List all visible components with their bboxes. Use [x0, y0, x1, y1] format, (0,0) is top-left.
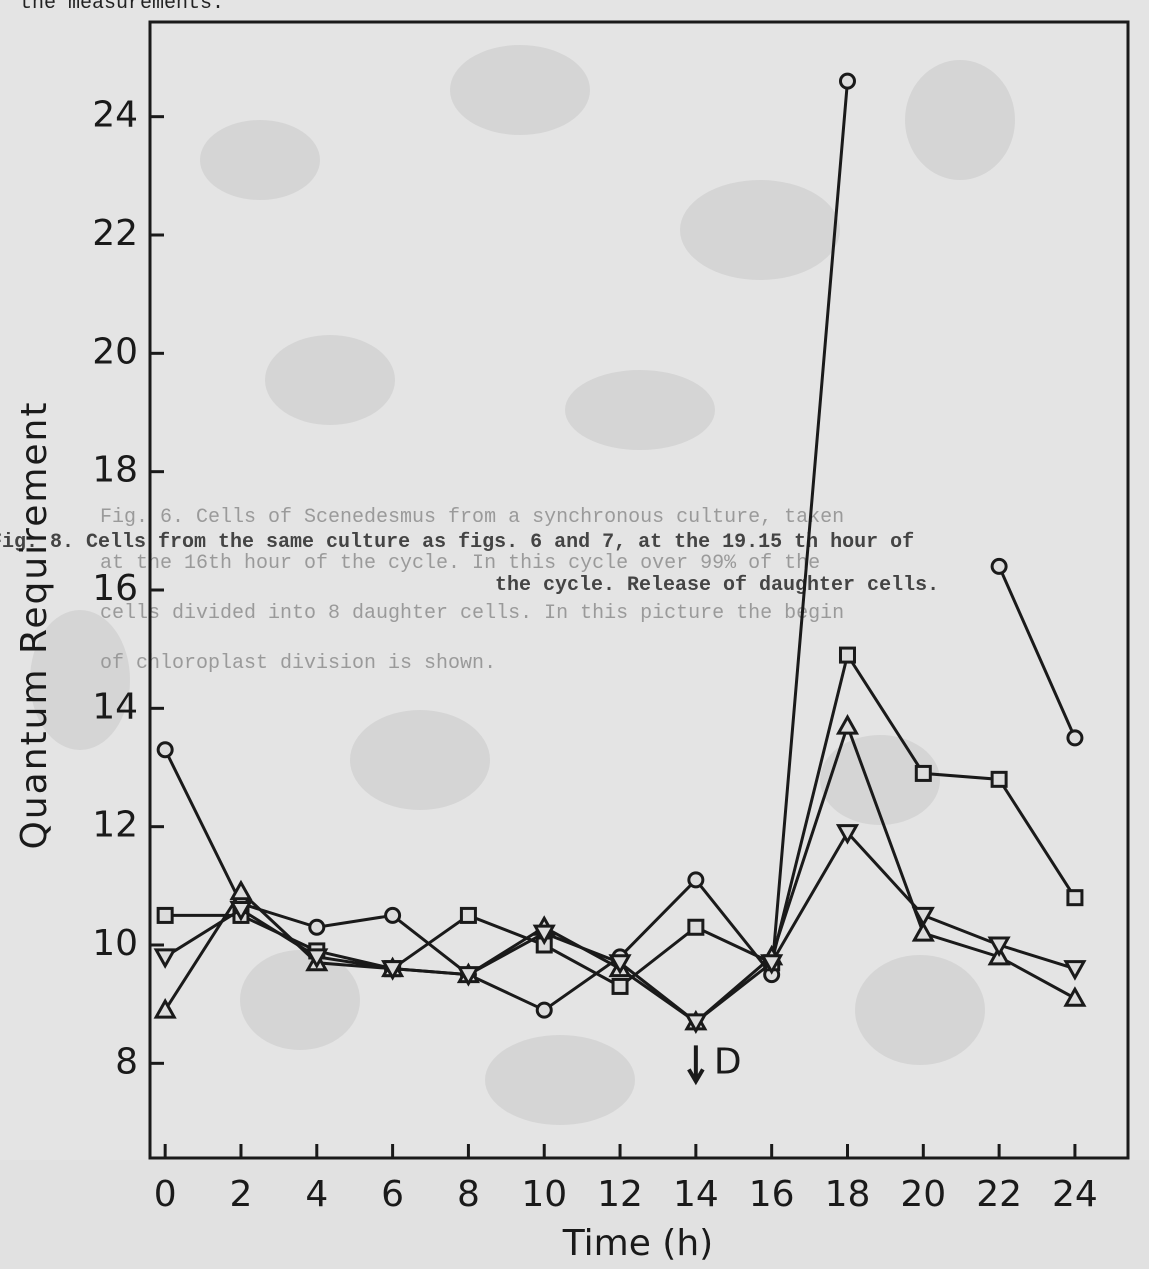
- marker: [386, 908, 400, 922]
- annotation-arrow: [689, 1045, 703, 1081]
- y-tick-label: 12: [92, 805, 138, 846]
- x-tick-label: 18: [825, 1174, 871, 1215]
- marker: [840, 648, 854, 662]
- marker: [1068, 891, 1082, 905]
- marker: [156, 950, 174, 966]
- y-tick-label: 22: [92, 213, 138, 254]
- x-tick-label: 4: [305, 1174, 328, 1215]
- background-text: at the 16th hour of the cycle. In this c…: [100, 552, 820, 575]
- marker: [992, 772, 1006, 786]
- y-tick-label: 24: [92, 95, 138, 136]
- background-text: Fig. 8. Cells from the same culture as f…: [0, 531, 914, 554]
- x-tick-label: 6: [381, 1174, 404, 1215]
- marker: [838, 717, 856, 733]
- marker: [1068, 731, 1082, 745]
- x-axis-label: Time (h): [562, 1223, 713, 1264]
- background-text: the cycle. Release of daughter cells.: [495, 574, 939, 597]
- marker: [613, 979, 627, 993]
- y-tick-label: 16: [92, 568, 138, 609]
- marker: [840, 74, 854, 88]
- marker: [689, 873, 703, 887]
- background-text: Fig. 6. Cells of Scenedesmus from a sync…: [100, 506, 844, 529]
- marker: [156, 1001, 174, 1017]
- background-text: of chloroplast division is shown.: [100, 652, 496, 675]
- x-tick-label: 10: [521, 1174, 567, 1215]
- marker: [310, 920, 324, 934]
- marker: [461, 908, 475, 922]
- x-tick-label: 22: [976, 1174, 1022, 1215]
- x-tick-label: 20: [900, 1174, 946, 1215]
- annotation-text: D: [714, 1041, 742, 1082]
- marker: [689, 920, 703, 934]
- marker: [1066, 989, 1084, 1005]
- y-tick-label: 8: [115, 1041, 138, 1082]
- y-tick-label: 18: [92, 450, 138, 491]
- y-axis-label: Quantum Requirement: [14, 401, 55, 850]
- marker: [992, 559, 1006, 573]
- x-tick-label: 2: [230, 1174, 253, 1215]
- caption-fragment: the measurements.: [20, 0, 224, 15]
- marker: [158, 743, 172, 757]
- x-tick-label: 0: [154, 1174, 177, 1215]
- marker: [158, 908, 172, 922]
- x-tick-label: 16: [749, 1174, 795, 1215]
- x-tick-label: 12: [597, 1174, 643, 1215]
- y-tick-label: 20: [92, 331, 138, 372]
- x-tick-label: 8: [457, 1174, 480, 1215]
- y-tick-label: 10: [92, 923, 138, 964]
- x-tick-label: 14: [673, 1174, 719, 1215]
- marker: [1066, 962, 1084, 978]
- chart: the measurements. Fig. 8. Cells from the…: [0, 0, 1149, 1269]
- marker: [537, 1003, 551, 1017]
- x-tick-label: 24: [1052, 1174, 1098, 1215]
- marker: [916, 766, 930, 780]
- page: {"chart_data": {"type": "line", "caption…: [0, 0, 1149, 1269]
- background-text: cells divided into 8 daughter cells. In …: [100, 602, 844, 625]
- y-tick-label: 14: [92, 686, 138, 727]
